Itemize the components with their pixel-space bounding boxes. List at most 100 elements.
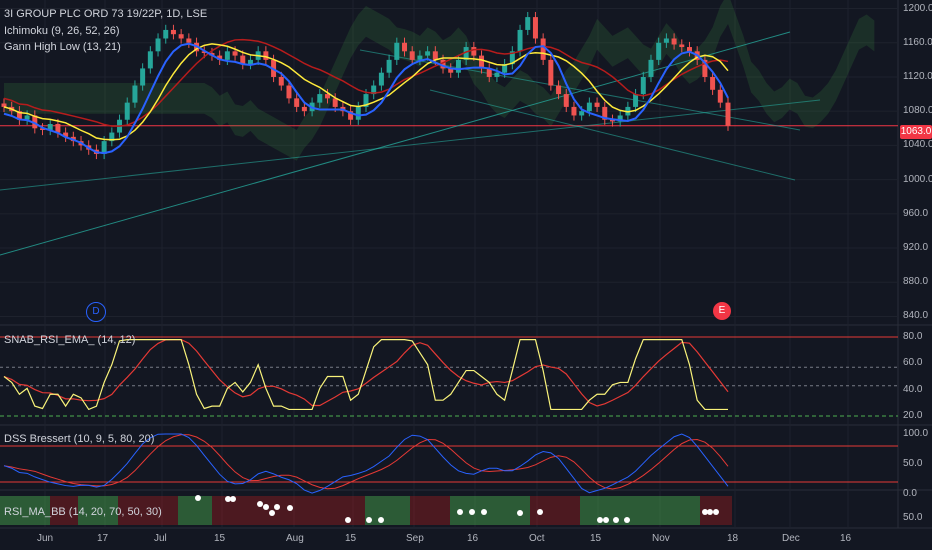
candle-body [147, 51, 153, 69]
candle-body [263, 51, 269, 60]
rsi-ma-bb-zone [365, 496, 410, 525]
dss-line [3, 433, 729, 494]
candle-body [286, 85, 292, 99]
dss-axis-label: 100.0 [903, 428, 929, 439]
symbol-title: 3I GROUP PLC ORD 73 19/22P, 1D, LSE [4, 8, 208, 20]
rsi-ma-bb-zone [640, 496, 700, 525]
candle-body [201, 51, 207, 54]
candle-body [47, 124, 53, 130]
candle-body [502, 64, 508, 73]
candle-body [301, 106, 307, 112]
price-axis-label: 1040.0 [903, 139, 932, 151]
candle-body [278, 76, 284, 86]
rsi-ema-legend[interactable]: SNAB_RSI_EMA_ (14, 12) [4, 334, 136, 346]
signal-dot [366, 517, 372, 523]
candle-body [648, 59, 654, 77]
candle-body [155, 38, 161, 52]
candle-body [494, 72, 500, 77]
candle-body [486, 68, 492, 77]
candle-body [409, 51, 415, 60]
signal-dot [274, 504, 280, 510]
trend-line [0, 99, 821, 191]
candle-body [556, 85, 562, 95]
signal-dot [269, 510, 275, 516]
rsi-ma-bb-zone [450, 496, 530, 525]
candle-body [725, 102, 731, 126]
time-axis-label: 16 [467, 533, 479, 544]
candle-body [455, 59, 461, 73]
dividend-marker[interactable]: D [86, 302, 106, 322]
candle-body [140, 68, 146, 86]
gann-legend[interactable]: Gann High Low (13, 21) [4, 41, 121, 53]
signal-dot [195, 495, 201, 501]
candle-body [1, 103, 7, 107]
candle-body [101, 141, 107, 154]
price-axis-label: 960.0 [903, 207, 929, 219]
time-axis-label: 15 [590, 533, 602, 544]
signal-dot [287, 505, 293, 511]
rsi-ma-bb-zone [118, 496, 178, 525]
candle-body [178, 34, 184, 39]
candle-body [686, 47, 692, 52]
trend-line [429, 89, 796, 181]
rsi-axis-label: 60.0 [903, 357, 923, 369]
rsi-ma-bb-zone [78, 496, 118, 525]
signal-dot [707, 509, 713, 515]
earnings-marker[interactable]: E [713, 302, 731, 320]
candle-body [132, 85, 138, 103]
signal-dot [481, 509, 487, 515]
candle-body [232, 51, 238, 56]
dss-legend[interactable]: DSS Bressert (10, 9, 5, 80, 20) [4, 433, 155, 445]
candle-body [417, 55, 423, 60]
candle-body [448, 68, 454, 73]
candle-body [432, 51, 438, 60]
signal-dot [613, 517, 619, 523]
signal-dot [257, 501, 263, 507]
time-axis-label: Jul [154, 533, 167, 544]
time-axis-label: 15 [214, 533, 226, 544]
rsi-ema-line [3, 339, 729, 407]
candle-body [509, 51, 515, 65]
signal-dot [624, 517, 630, 523]
candle-body [679, 44, 685, 48]
signal-dot [469, 509, 475, 515]
rsi-ma-bb-zone [178, 496, 212, 525]
candle-body [355, 106, 361, 120]
candle-body [386, 59, 392, 73]
gann-line [3, 38, 729, 127]
candle-body [109, 132, 115, 142]
rsi-line [3, 339, 728, 411]
candle-body [717, 89, 723, 103]
candle-body [671, 38, 677, 45]
candle-body [540, 38, 546, 60]
candle-body [247, 59, 253, 65]
time-axis-label: 18 [727, 533, 739, 544]
rsi-ma-bb-legend[interactable]: RSI_MA_BB (14, 20, 70, 50, 30) [4, 506, 162, 518]
candle-body [32, 115, 38, 129]
candle-body [294, 98, 300, 107]
rsi-ma-bb-zone [580, 496, 640, 525]
candle-body [702, 59, 708, 77]
candle-body [371, 85, 377, 95]
candle-body [532, 17, 538, 39]
rsi-ma-bb-zone [50, 496, 78, 525]
candle-body [217, 55, 223, 60]
candle-body [548, 59, 554, 86]
candle-body [394, 42, 400, 60]
signal-dot [517, 510, 523, 516]
candle-body [617, 115, 623, 122]
ichimoku-legend[interactable]: Ichimoku (9, 26, 52, 26) [4, 25, 120, 37]
candle-body [324, 94, 330, 99]
candle-body [170, 29, 176, 35]
rsi-axis-label: 20.0 [903, 410, 923, 421]
signal-dot [225, 496, 231, 502]
signal-dot [457, 509, 463, 515]
time-axis-label: Sep [406, 533, 424, 544]
candle-body [363, 94, 369, 107]
candle-body [240, 55, 246, 65]
dss-axis-label: 50.0 [903, 458, 923, 469]
time-axis-label: 15 [345, 533, 357, 544]
candle-body [479, 55, 485, 69]
rsi-ma-bb-zone [410, 496, 450, 525]
